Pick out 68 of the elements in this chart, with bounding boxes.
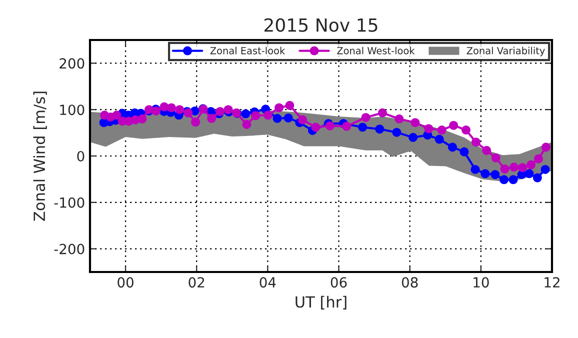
point (437, 126, 446, 135)
point (394, 114, 404, 124)
point (358, 122, 368, 132)
point (264, 110, 273, 120)
legend-label: Zonal West-look (337, 46, 415, 54)
point (490, 170, 500, 180)
point (216, 106, 225, 116)
y-axis-title: Zonal Wind [m/s] (33, 92, 47, 221)
point (191, 118, 200, 127)
point (298, 115, 308, 124)
point (242, 120, 252, 129)
point (408, 132, 418, 142)
y-tick-label: 100 (60, 104, 84, 116)
point (166, 103, 176, 112)
point (524, 169, 534, 178)
x-axis-title: UT [hr] (296, 296, 346, 310)
point (541, 142, 550, 152)
point (392, 128, 402, 137)
point (509, 162, 518, 172)
x-tick-label: 12 (544, 277, 560, 288)
x-tick-label: 04 (260, 277, 276, 288)
point (410, 118, 420, 128)
y-tick-label: 200 (60, 58, 84, 69)
legend-label: Zonal Variability (466, 46, 545, 56)
point (500, 175, 509, 184)
point (241, 109, 250, 118)
point (434, 134, 444, 144)
y-tick-label: 0 (77, 150, 84, 162)
point (480, 169, 490, 178)
point (460, 147, 469, 156)
point (532, 173, 542, 182)
point (461, 126, 471, 135)
point (112, 110, 122, 120)
x-tick-label: 00 (118, 277, 134, 288)
point (491, 153, 500, 162)
x-tick-label: 02 (188, 277, 204, 288)
point (424, 124, 434, 134)
point (471, 138, 480, 147)
x-tick-label: 06 (330, 277, 347, 288)
y-tick-label: -100 (54, 197, 84, 208)
y-tick-label: -200 (54, 244, 84, 254)
point (448, 142, 458, 152)
point (500, 164, 510, 174)
point (470, 164, 480, 174)
legend-label: Zonal East-look (210, 46, 286, 54)
point (207, 114, 216, 123)
point (534, 154, 544, 164)
x-tick-label: 08 (402, 277, 418, 288)
point (375, 124, 384, 134)
point (274, 103, 284, 112)
point (342, 122, 352, 131)
point (378, 108, 387, 118)
point (361, 112, 370, 122)
point (175, 105, 184, 114)
point (285, 100, 294, 110)
point (251, 111, 260, 120)
point (284, 113, 293, 122)
point (482, 146, 492, 155)
point (272, 114, 282, 123)
point (508, 175, 518, 184)
chart-title: 2015 Nov 15 (264, 18, 378, 32)
point (138, 114, 147, 124)
point (518, 163, 528, 172)
point (526, 160, 536, 170)
point (540, 164, 550, 174)
point (311, 122, 320, 132)
point (449, 120, 458, 130)
x-tick-label: 10 (474, 277, 489, 288)
